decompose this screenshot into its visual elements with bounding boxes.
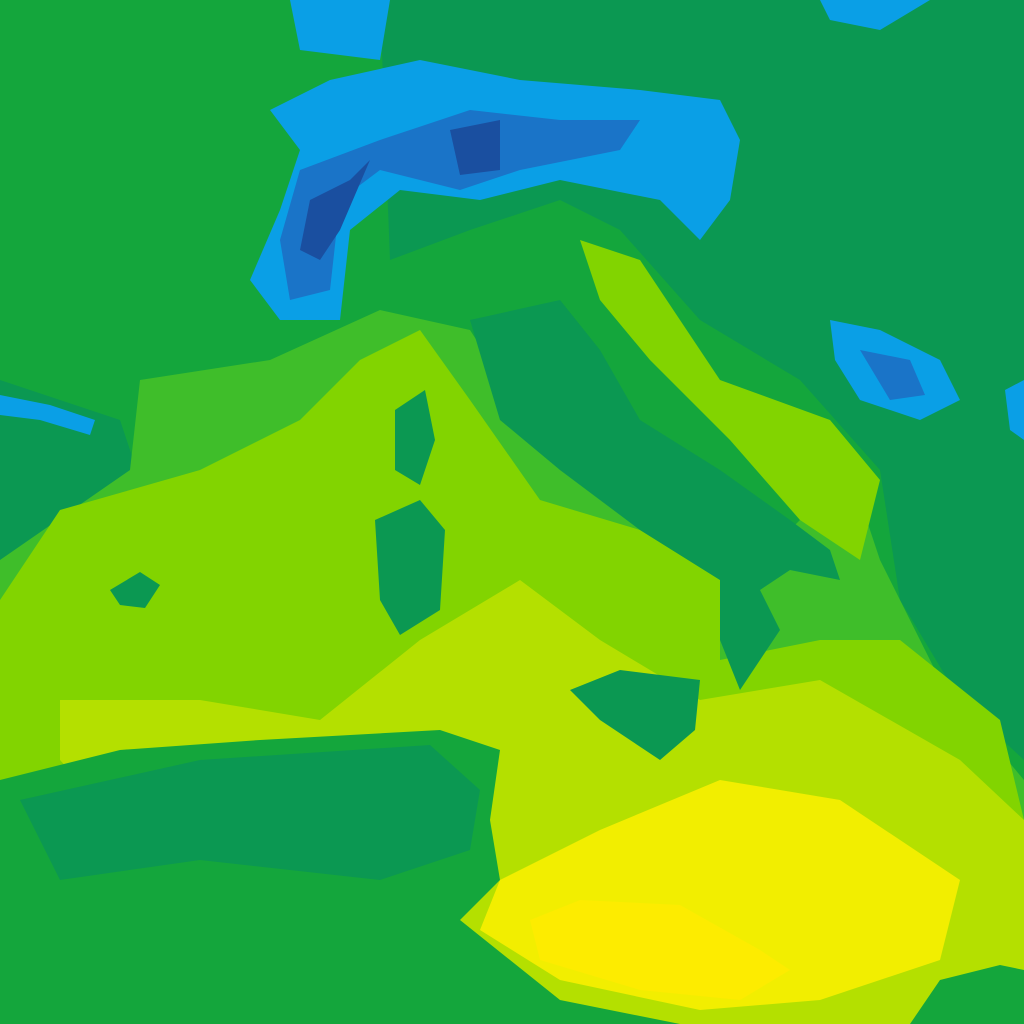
balkans-colder — [860, 350, 925, 400]
alps-coldest — [300, 120, 500, 260]
north-africa-dark — [20, 745, 480, 880]
corsica — [395, 390, 435, 485]
pyrenees-cold — [0, 395, 95, 435]
libya-east-land — [910, 965, 1024, 1024]
north-cold-patch — [290, 0, 930, 60]
sicily — [570, 670, 700, 760]
east-cold-patch — [1005, 380, 1024, 440]
sardinia — [375, 500, 445, 635]
italy-peninsula — [470, 300, 840, 690]
western-land — [0, 380, 140, 560]
adriatic-sea — [580, 240, 880, 560]
northeast-land — [380, 0, 1024, 760]
alps-colder — [280, 110, 640, 300]
balearic-island — [110, 572, 160, 608]
hot-core — [530, 900, 790, 1000]
